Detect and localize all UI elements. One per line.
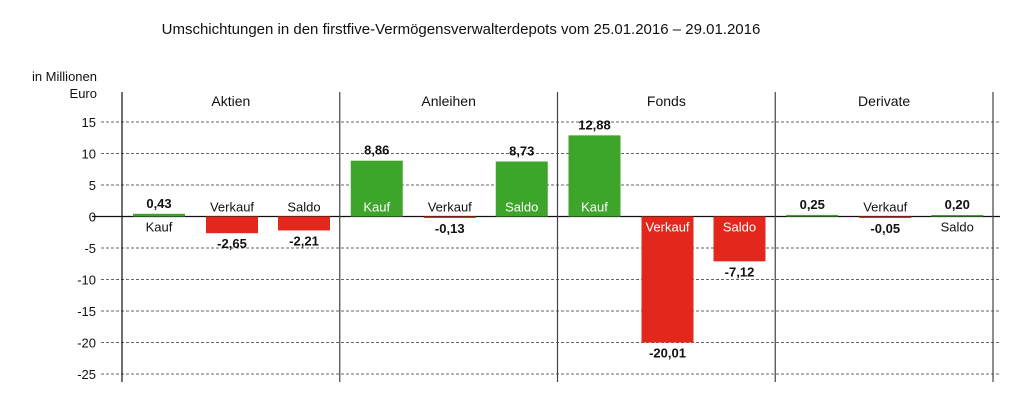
labels: Aktien 0,43 Kauf -2,65 Verkauf -2,21 Saldo Anle… bbox=[146, 93, 974, 361]
y-tick-label: -5 bbox=[84, 241, 96, 256]
category-label: Saldo bbox=[505, 200, 538, 215]
y-axis-label-line2: Euro bbox=[70, 86, 97, 101]
y-tick-label: 0 bbox=[89, 210, 96, 225]
category-label: Verkauf bbox=[428, 200, 472, 215]
group-label-aktien: Aktien bbox=[211, 93, 250, 109]
bar-derivate-saldo bbox=[931, 215, 984, 217]
value-label: 8,73 bbox=[509, 144, 534, 159]
value-label: -20,01 bbox=[649, 346, 686, 361]
y-tick-label: -15 bbox=[77, 304, 96, 319]
bar-fonds-verkauf bbox=[641, 216, 694, 343]
group-label-anleihen: Anleihen bbox=[421, 93, 476, 109]
bar-anleihen-verkauf bbox=[423, 216, 476, 218]
category-label: Verkauf bbox=[645, 220, 689, 235]
bar-fonds-kauf bbox=[568, 135, 621, 217]
category-label: Saldo bbox=[287, 200, 320, 215]
category-label: Kauf bbox=[581, 200, 608, 215]
value-label: -0,13 bbox=[435, 221, 465, 236]
value-label: -2,65 bbox=[217, 236, 247, 251]
bar-anleihen-saldo bbox=[495, 161, 548, 217]
group-label-fonds: Fonds bbox=[647, 93, 686, 109]
value-label: 0,25 bbox=[800, 197, 825, 212]
group-dividers bbox=[121, 92, 994, 382]
category-label: Saldo bbox=[941, 220, 974, 235]
y-tick-label: 5 bbox=[89, 178, 96, 193]
value-label: 0,43 bbox=[146, 196, 171, 211]
value-label: 0,20 bbox=[945, 197, 970, 212]
category-label: Kauf bbox=[363, 200, 390, 215]
chart-title: Umschichtungen in den firstfive-Vermögen… bbox=[162, 21, 761, 38]
value-label: 12,88 bbox=[578, 117, 611, 132]
y-tick-label: 15 bbox=[82, 115, 96, 130]
category-label: Kauf bbox=[146, 220, 173, 235]
value-label: -2,21 bbox=[289, 233, 319, 248]
category-label: Verkauf bbox=[863, 200, 907, 215]
bar-aktien-saldo bbox=[278, 216, 330, 231]
group-label-derivate: Derivate bbox=[858, 93, 910, 109]
bar-derivate-verkauf bbox=[859, 216, 912, 218]
y-tick-label: -10 bbox=[77, 273, 96, 288]
bar-fonds-saldo bbox=[713, 216, 766, 262]
y-tick-labels: 15 10 5 0 -5 -10 -15 -20 -25 bbox=[77, 115, 96, 382]
category-label: Saldo bbox=[723, 220, 756, 235]
bar-aktien-kauf bbox=[133, 213, 185, 217]
y-tick-label: -20 bbox=[77, 336, 96, 351]
y-axis-label-line1: in Millionen bbox=[32, 69, 97, 84]
value-label: 8,86 bbox=[364, 143, 389, 158]
value-label: -7,12 bbox=[725, 264, 755, 279]
category-label: Verkauf bbox=[210, 200, 254, 215]
bar-derivate-kauf bbox=[786, 214, 839, 217]
bars bbox=[133, 135, 984, 343]
y-tick-label: -25 bbox=[77, 367, 96, 382]
bar-aktien-verkauf bbox=[206, 216, 258, 234]
bar-anleihen-kauf bbox=[350, 160, 403, 217]
value-label: -0,05 bbox=[870, 221, 900, 236]
y-tick-label: 10 bbox=[82, 147, 96, 162]
